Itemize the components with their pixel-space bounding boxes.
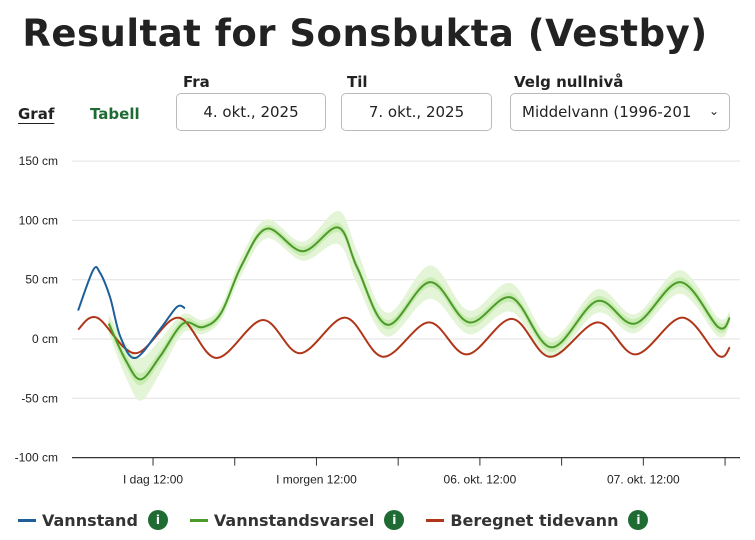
forecast-outer-band (108, 210, 730, 401)
x-tick-label: I dag 12:00 (123, 473, 183, 487)
from-label: Fra (183, 73, 210, 91)
info-icon[interactable]: i (384, 510, 405, 530)
x-tick-label: I morgen 12:00 (276, 473, 357, 487)
tab-graf[interactable]: Graf (18, 105, 55, 123)
legend: Vannstand i Vannstandsvarsel i Beregnet … (18, 510, 670, 530)
info-icon[interactable]: i (147, 510, 168, 530)
water-level-chart: 150 cm 100 cm 50 cm 0 cm -50 cm -100 cm I dag … (15, 154, 740, 487)
legend-label: Vannstandsvarsel (213, 510, 375, 530)
series-line-beregnet-tidevann (77, 315, 731, 359)
y-tick-label: 150 cm (19, 154, 58, 168)
legend-label: Beregnet tidevann (450, 510, 619, 530)
legend-item-vannstandsvarsel[interactable]: Vannstandsvarsel i (189, 510, 405, 530)
forecast-inner-band (108, 222, 730, 386)
tab-tabell[interactable]: Tabell (90, 105, 140, 123)
legend-swatch (189, 518, 208, 522)
zero-level-value: Middelvann (1996-201 (522, 103, 692, 121)
legend-item-vannstand[interactable]: Vannstand i (18, 510, 168, 530)
legend-label: Vannstand (42, 510, 138, 530)
info-icon[interactable]: i (628, 510, 649, 530)
legend-item-beregnet-tidevann[interactable]: Beregnet tidevann i (426, 510, 649, 530)
to-date-input[interactable]: 7. okt., 2025 (341, 93, 492, 131)
from-date-input[interactable]: 4. okt., 2025 (176, 93, 326, 131)
zero-level-label: Velg nullnivå (514, 73, 624, 91)
legend-swatch (18, 518, 36, 522)
series-line-vannstandsvarsel (107, 226, 731, 381)
page-title: Resultat for Sonsbukta (Vestby) (22, 12, 708, 55)
x-tick-label: 06. okt. 12:00 (444, 473, 517, 487)
legend-swatch (426, 518, 445, 522)
y-tick-label: 50 cm (25, 273, 58, 287)
x-tick-label: 07. okt. 12:00 (607, 473, 680, 487)
y-tick-label: -100 cm (15, 451, 58, 465)
chevron-down-icon: ⌄ (708, 104, 719, 118)
zero-level-select[interactable]: Middelvann (1996-201 ⌄ (510, 93, 730, 131)
to-label: Til (347, 73, 368, 91)
y-tick-label: 0 cm (32, 332, 58, 346)
y-tick-label: 100 cm (19, 213, 58, 227)
y-tick-label: -50 cm (21, 391, 58, 405)
series-line-vannstand (77, 265, 186, 359)
